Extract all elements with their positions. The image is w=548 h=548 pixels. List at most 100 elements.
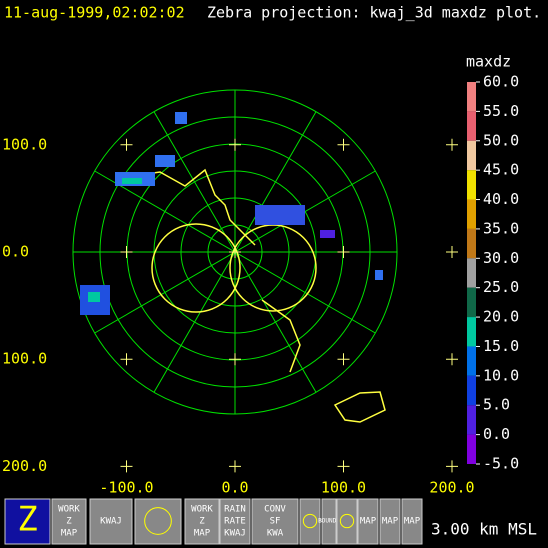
- colorbar-label: 35.0: [483, 219, 519, 237]
- colorbar-label: 5.0: [483, 396, 510, 414]
- echo: [155, 155, 175, 167]
- button-face: [299, 498, 321, 545]
- colorbar-title: maxdz: [466, 53, 511, 71]
- x-tick-label: 200.0: [429, 479, 474, 497]
- colorbar-swatch: [467, 317, 476, 347]
- button-label: KWAJ: [100, 517, 122, 527]
- y-tick-label: 0.0: [2, 243, 29, 261]
- y-tick-label: 200.0: [2, 457, 47, 475]
- button-label: WORK: [191, 505, 213, 515]
- button-label: MAP: [404, 517, 421, 527]
- colorbar-label: 60.0: [483, 73, 519, 91]
- button-label: Z: [199, 517, 205, 527]
- button-icon: [339, 513, 355, 529]
- colorbar-swatch: [467, 375, 476, 406]
- y-tick-label: 100.0: [2, 350, 47, 368]
- x-tick-label: -100.0: [99, 479, 153, 497]
- x-tick-label: 100.0: [321, 479, 366, 497]
- button-label: MAP: [194, 529, 211, 539]
- button-face: [251, 498, 299, 545]
- button-label: SF: [270, 517, 281, 527]
- coastline: [117, 168, 256, 246]
- echo: [175, 112, 187, 124]
- grid-cross: [337, 138, 350, 151]
- colorbar-swatch: [467, 434, 476, 464]
- toolbar-button[interactable]: RAIN RATE KWAJ: [219, 498, 251, 545]
- colorbar-label: 55.0: [483, 102, 519, 120]
- button-label: RATE: [224, 517, 246, 527]
- toolbar-button[interactable]: [299, 498, 321, 545]
- toolbar-button[interactable]: BOUNDS: [318, 498, 340, 545]
- echo: [255, 205, 305, 225]
- colorbar: maxdz 60.0 55.0 50.0 45.0 40.0 35.0 30.0 25.0 20.…: [466, 53, 519, 473]
- colorbar-label: 10.0: [483, 366, 519, 384]
- toolbar-button[interactable]: Z: [4, 498, 51, 545]
- button-label: MAP: [360, 517, 377, 527]
- colorbar-label: -5.0: [483, 455, 519, 473]
- toolbar-button[interactable]: WORK Z MAP: [51, 498, 87, 545]
- toolbar-button[interactable]: MAP: [401, 498, 423, 545]
- toolbar-button[interactable]: KWAJ: [89, 498, 133, 545]
- button-face: [51, 498, 87, 545]
- button-icon: [302, 513, 318, 529]
- dual-doppler-lobe: [151, 223, 241, 313]
- grid-cross: [120, 246, 133, 258]
- colorbar-label: 15.0: [483, 337, 519, 355]
- y-tick-label: 100.0: [2, 135, 47, 153]
- grid-cross: [120, 138, 133, 151]
- button-label: WORK: [58, 505, 80, 515]
- grid-cross: [229, 246, 241, 258]
- colorbar-label: 25.0: [483, 278, 519, 296]
- echo: [122, 178, 142, 184]
- button-face: [89, 498, 133, 545]
- grid-cross: [446, 460, 458, 473]
- grid-cross: [120, 353, 133, 366]
- button-icon: [144, 507, 172, 535]
- grid-cross: [337, 246, 350, 258]
- colorbar-swatch: [467, 287, 476, 318]
- grid-cross: [446, 138, 458, 151]
- grid-cross: [337, 353, 350, 366]
- button-label: Z: [66, 517, 72, 527]
- toolbar-button[interactable]: [134, 498, 182, 545]
- button-face: [134, 498, 182, 545]
- colorbar-label: 0.0: [483, 425, 510, 443]
- button-face: [401, 498, 423, 545]
- colorbar-swatch: [467, 199, 476, 229]
- button-face: [184, 498, 220, 545]
- grid-cross: [446, 246, 458, 258]
- colorbar-label: 45.0: [483, 161, 519, 179]
- toolbar-button[interactable]: MAP: [357, 498, 379, 545]
- toolbar-button[interactable]: [336, 498, 358, 545]
- echoes: [80, 112, 383, 315]
- button-label: KWAJ: [224, 529, 246, 539]
- colorbar-swatch: [467, 140, 476, 171]
- button-face: [219, 498, 251, 545]
- button-face: [336, 498, 358, 545]
- button-label: BOUNDS: [318, 518, 340, 525]
- grid-cross: [229, 353, 241, 366]
- toolbar-button[interactable]: MAP: [379, 498, 401, 545]
- colorbar-swatch: [467, 170, 476, 200]
- toolbar-button[interactable]: WORK Z MAP: [184, 498, 220, 545]
- toolbar-button[interactable]: CONV SF KWA: [251, 498, 299, 545]
- colorbar-swatch: [467, 82, 476, 112]
- plot-title: Zebra projection: kwaj_3d maxdz plot.: [207, 4, 541, 22]
- altitude-label: 3.00 km MSL: [431, 520, 537, 539]
- colorbar-swatch: [467, 258, 476, 288]
- echo: [375, 270, 383, 280]
- coastline: [333, 391, 386, 423]
- colorbar-swatch: [467, 405, 476, 435]
- button-label: MAP: [61, 529, 78, 539]
- toolbar: Z WORK Z MAP KWAJ WORK Z MAP RAIN RATE KWAJ CONV SF K…: [4, 498, 537, 545]
- colorbar-label: 40.0: [483, 190, 519, 208]
- colorbar-swatch: [467, 346, 476, 376]
- button-face: [4, 498, 51, 545]
- grid-cross: [229, 138, 241, 151]
- colorbar-label: 20.0: [483, 308, 519, 326]
- echo: [88, 292, 100, 302]
- button-label: Z: [17, 500, 37, 540]
- colorbar-swatch: [467, 111, 476, 141]
- button-label: KWA: [267, 529, 284, 539]
